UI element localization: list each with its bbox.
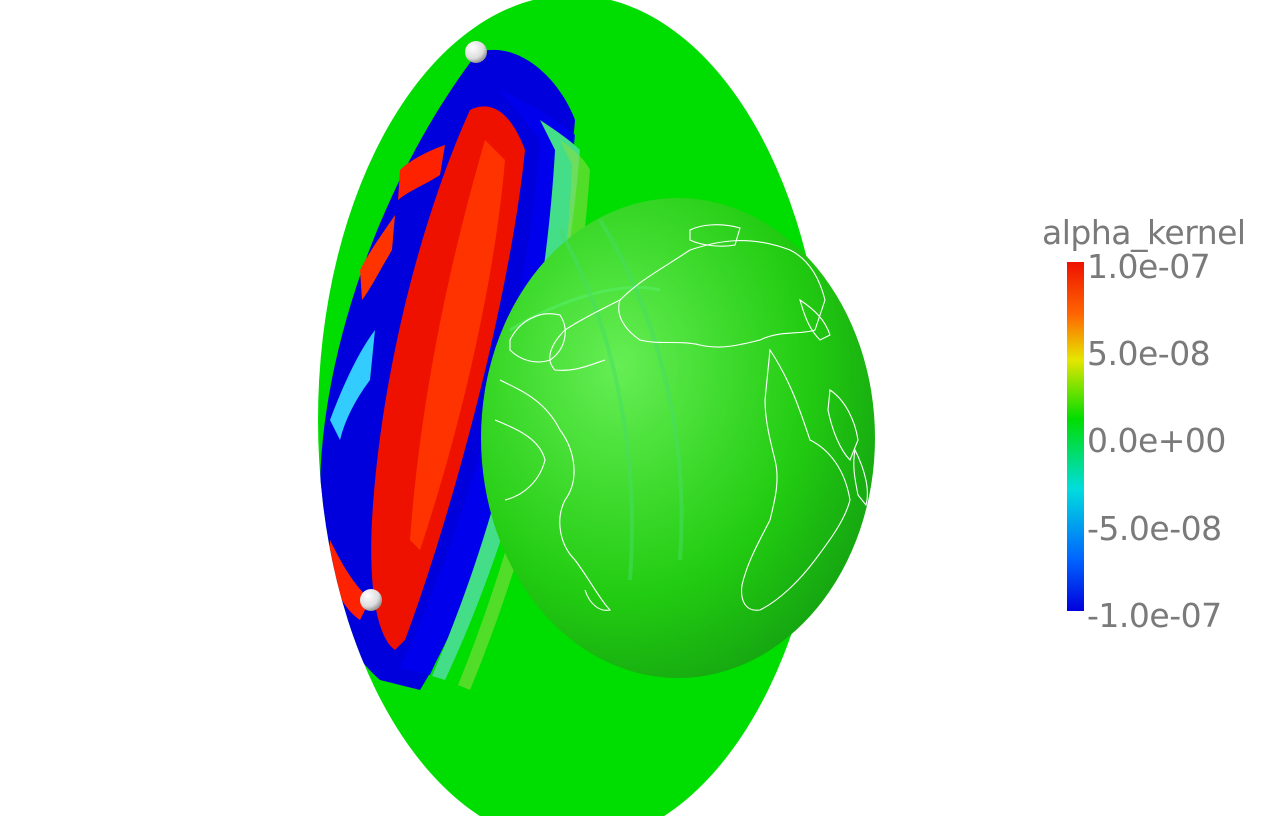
colorbar-label-zero: 0.0e+00 xyxy=(1087,421,1226,460)
colorbar-gradient xyxy=(1067,262,1084,611)
kernel-pattern xyxy=(319,49,590,691)
colorbar-label-high: 5.0e-08 xyxy=(1087,334,1211,373)
source-marker xyxy=(465,41,487,63)
colorbar-label-min: -1.0e-07 xyxy=(1087,596,1222,635)
receiver-marker xyxy=(360,589,382,611)
colorbar-label-low: -5.0e-08 xyxy=(1087,509,1222,548)
coastlines xyxy=(494,224,868,611)
colorbar-label-max: 1.0e-07 xyxy=(1087,247,1211,286)
colorbar-title: alpha_kernel xyxy=(1042,213,1246,252)
